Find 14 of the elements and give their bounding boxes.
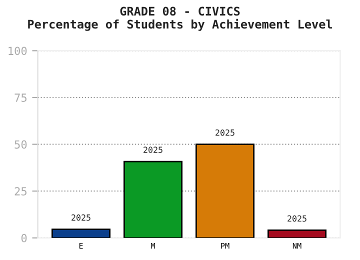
y-tick-label: 0 <box>21 234 27 242</box>
annotation: 2025 <box>216 129 234 136</box>
annotation: 2025 <box>144 146 162 153</box>
bar <box>196 144 254 238</box>
y-tick-label: 50 <box>14 140 27 149</box>
chart-title: GRADE 08 - CIVICS Percentage of Students by Achievement Level <box>28 6 332 31</box>
annotation: 2025 <box>288 215 306 222</box>
y-tick-label: 100 <box>8 46 27 56</box>
annotation: 2025 <box>72 214 90 221</box>
bar <box>268 230 326 238</box>
bar <box>124 160 182 238</box>
y-tick-label: 75 <box>14 94 26 102</box>
bar <box>52 228 110 238</box>
y-tick-label: 25 <box>14 187 26 196</box>
